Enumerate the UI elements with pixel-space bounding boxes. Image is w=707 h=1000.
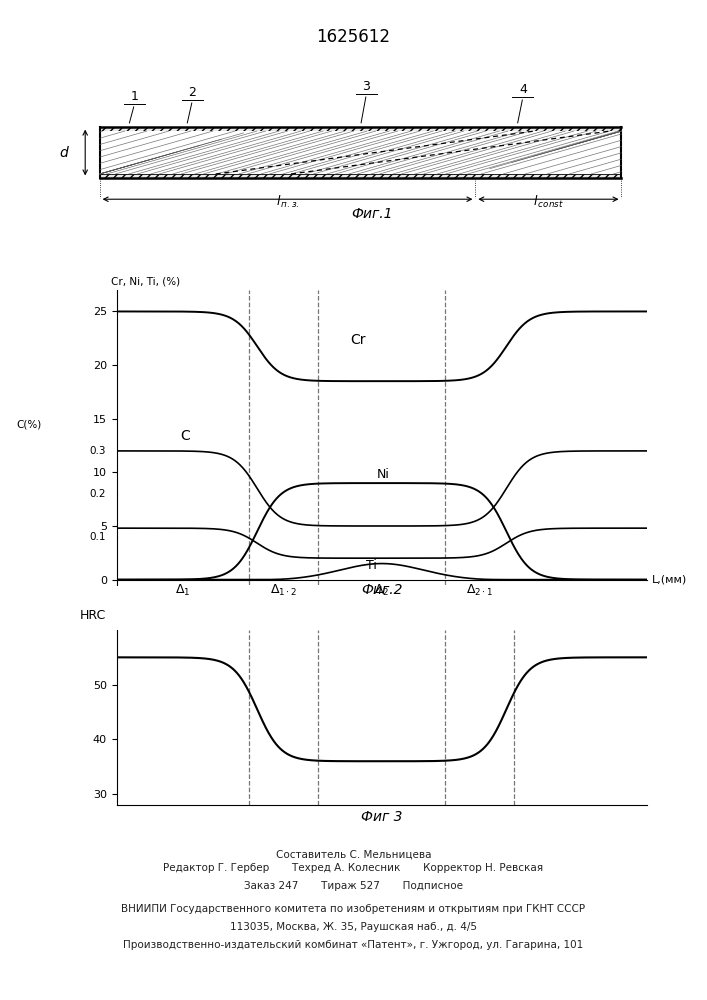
Text: Ni: Ni bbox=[376, 468, 390, 481]
Text: Фиг.1: Фиг.1 bbox=[351, 207, 393, 221]
Bar bbox=[100, 127, 621, 131]
Text: C: C bbox=[180, 429, 190, 443]
Text: Составитель С. Мельницева: Составитель С. Мельницева bbox=[276, 850, 431, 860]
Text: $\Delta_{1\cdot2}$: $\Delta_{1\cdot2}$ bbox=[270, 583, 297, 598]
Text: ВНИИПИ Государственного комитета по изобретениям и открытиям при ГКНТ СССР: ВНИИПИ Государственного комитета по изоб… bbox=[122, 904, 585, 914]
Text: 0.2: 0.2 bbox=[90, 489, 106, 499]
Text: 1625612: 1625612 bbox=[317, 28, 390, 46]
Text: Редактор Г. Гербер       Техред А. Колесник       Корректор Н. Ревская: Редактор Г. Гербер Техред А. Колесник Ко… bbox=[163, 863, 544, 873]
Text: C(%): C(%) bbox=[16, 419, 42, 429]
Text: Фиг.2: Фиг.2 bbox=[361, 583, 402, 597]
Text: Производственно-издательский комбинат «Патент», г. Ужгород, ул. Гагарина, 101: Производственно-издательский комбинат «П… bbox=[124, 940, 583, 950]
Text: d: d bbox=[59, 146, 68, 160]
Text: Фиг 3: Фиг 3 bbox=[361, 810, 402, 824]
Bar bbox=[100, 174, 621, 178]
Bar bbox=[100, 131, 621, 174]
Text: Заказ 247       Тираж 527       Подписное: Заказ 247 Тираж 527 Подписное bbox=[244, 881, 463, 891]
Text: 4: 4 bbox=[519, 83, 527, 96]
Text: Cr, Ni, Ti, (%): Cr, Ni, Ti, (%) bbox=[112, 277, 180, 287]
Text: $l_{\,п.з.}$: $l_{\,п.з.}$ bbox=[276, 194, 299, 210]
Text: 1: 1 bbox=[131, 90, 139, 103]
Text: $\Delta_{2\cdot1}$: $\Delta_{2\cdot1}$ bbox=[467, 583, 493, 598]
Text: $l_{\,const}$: $l_{\,const}$ bbox=[533, 194, 564, 210]
Text: L,(мм): L,(мм) bbox=[652, 575, 687, 585]
Text: Cr: Cr bbox=[350, 333, 366, 347]
Text: 2: 2 bbox=[189, 86, 197, 99]
Text: 113035, Москва, Ж. 35, Раушская наб., д. 4/5: 113035, Москва, Ж. 35, Раушская наб., д.… bbox=[230, 922, 477, 932]
Text: Ti: Ti bbox=[366, 559, 377, 572]
Text: $\Delta_1$: $\Delta_1$ bbox=[175, 583, 191, 598]
Text: 3: 3 bbox=[363, 80, 370, 93]
Text: 0.1: 0.1 bbox=[90, 532, 106, 542]
Text: HRC: HRC bbox=[80, 609, 106, 622]
Text: $\Delta_2$: $\Delta_2$ bbox=[374, 583, 390, 598]
Text: 0.3: 0.3 bbox=[90, 446, 106, 456]
